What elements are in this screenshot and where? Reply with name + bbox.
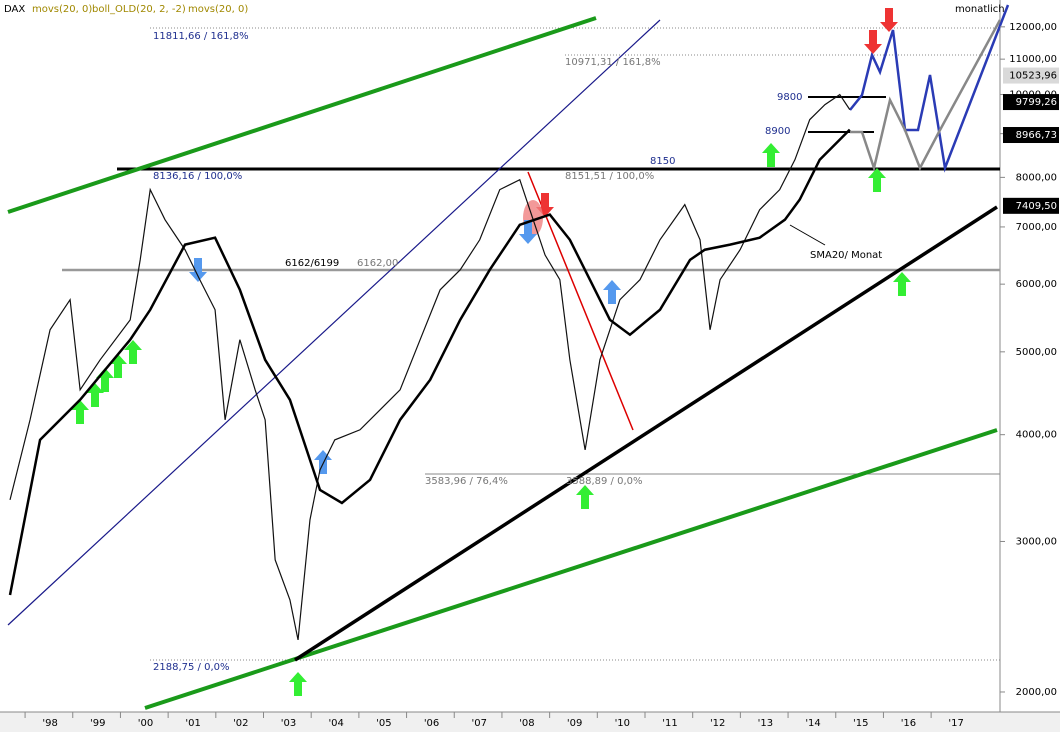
- x-tick-label: '11: [662, 718, 677, 729]
- header: DAX: [4, 4, 25, 15]
- y-tick-label: 3000,00: [1016, 536, 1057, 547]
- price-box: [1003, 197, 1059, 214]
- trend-channel: [7, 16, 597, 214]
- x-tick-label: '06: [424, 718, 439, 729]
- x-tick-label: '04: [328, 718, 343, 729]
- y-tick-label: 7000,00: [1016, 222, 1057, 233]
- y-tick-label: 6000,00: [1016, 279, 1057, 290]
- y-tick-label: 12000,00: [1009, 22, 1057, 33]
- x-tick-label: '07: [472, 718, 487, 729]
- support-line: [294, 205, 998, 662]
- annotation: 11811,66 / 161,8%: [153, 31, 249, 42]
- trend-channel: [144, 428, 998, 710]
- x-tick-label: '02: [233, 718, 248, 729]
- x-tick-label: '13: [758, 718, 773, 729]
- x-tick-label: '17: [948, 718, 963, 729]
- y-tick-label: 8000,00: [1016, 172, 1057, 183]
- annotation: 10971,31 / 161,8%: [565, 57, 661, 68]
- x-tick-label: '15: [853, 718, 868, 729]
- x-tick-label: '12: [710, 718, 725, 729]
- price-label: 8966,73: [1016, 130, 1057, 141]
- price-label: 7409,50: [1016, 201, 1057, 212]
- annotation-pointer: [789, 224, 826, 246]
- trend-line: [7, 19, 661, 626]
- price-line: [9, 93, 851, 641]
- x-axis-strip: [0, 712, 1060, 732]
- x-tick-label: '01: [185, 718, 200, 729]
- x-tick-label: '10: [615, 718, 630, 729]
- annotation: 3588,89 / 0,0%: [566, 476, 642, 487]
- price-box: [1003, 127, 1059, 144]
- x-tick-label: '09: [567, 718, 582, 729]
- price-box: [1003, 67, 1059, 84]
- x-tick-label: '16: [901, 718, 916, 729]
- annotation: 6162/6199: [285, 258, 339, 269]
- header: movs(20, 0): [32, 4, 92, 15]
- annotation: 8136,16 / 100,0%: [153, 171, 242, 182]
- price-label: 10523,96: [1009, 71, 1057, 82]
- y-tick-label: 5000,00: [1016, 347, 1057, 358]
- x-tick-label: '98: [42, 718, 57, 729]
- x-tick-label: '05: [376, 718, 391, 729]
- y-tick-label: 2000,00: [1016, 687, 1057, 698]
- annotation: 8150: [650, 156, 675, 167]
- price-box: [1003, 94, 1059, 111]
- header: movs(20, 0): [188, 4, 248, 15]
- annotation: SMA20/ Monat: [810, 250, 882, 261]
- annotation: 8151,51 / 100,0%: [565, 171, 654, 182]
- x-tick-label: '00: [138, 718, 153, 729]
- header: boll_OLD(20, 2, -2): [92, 4, 186, 15]
- annotation: 2188,75 / 0,0%: [153, 662, 229, 673]
- price-label: 9799,26: [1016, 97, 1057, 108]
- forecast-path: [849, 4, 1010, 173]
- annotation: 6162,00: [357, 258, 398, 269]
- annotation: 9800: [777, 92, 802, 103]
- x-tick-label: '99: [90, 718, 105, 729]
- x-tick-label: '08: [519, 718, 534, 729]
- annotation: 3583,96 / 76,4%: [425, 476, 508, 487]
- x-tick-label: '03: [281, 718, 296, 729]
- x-tick-label: '14: [805, 718, 820, 729]
- y-tick-label: 4000,00: [1016, 430, 1057, 441]
- period: monatlich: [955, 4, 1005, 15]
- forecast-path: [850, 19, 1002, 173]
- y-tick-label: 11000,00: [1009, 54, 1057, 65]
- sma-line: [8, 128, 851, 596]
- annotation: 8900: [765, 126, 790, 137]
